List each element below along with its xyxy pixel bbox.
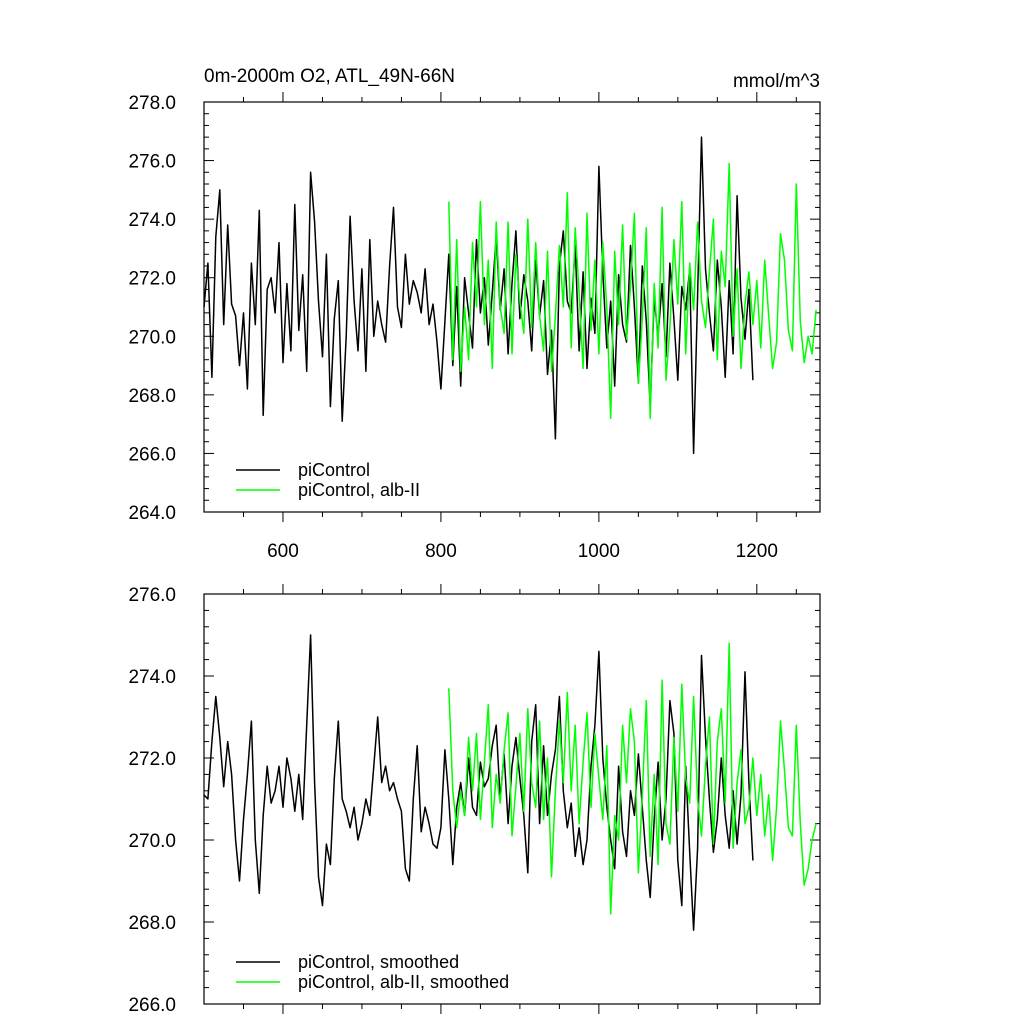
legend-label-alb-ii-smoothed: piControl, alb-II, smoothed xyxy=(298,972,509,992)
series-line-0 xyxy=(203,136,754,455)
y-tick-label: 264.0 xyxy=(128,503,176,524)
units-label: mmol/m^3 xyxy=(733,71,820,92)
y-tick-label: 266.0 xyxy=(128,995,176,1016)
legend-label-picontrol-smoothed: piControl, smoothed xyxy=(298,952,459,972)
x-tick-label: 800 xyxy=(425,541,457,562)
top-plot-frame xyxy=(203,101,821,513)
y-tick-label: 272.0 xyxy=(128,749,176,770)
bottom-panel: 266.0 268.0 270.0 272.0 274.0 276.0 piControl… xyxy=(128,584,821,1016)
y-tick-label: 268.0 xyxy=(128,913,176,934)
y-tick-label: 272.0 xyxy=(128,269,176,290)
y-tick-label: 268.0 xyxy=(128,386,176,407)
legend-label-picontrol: piControl xyxy=(298,460,370,480)
y-tick-label: 270.0 xyxy=(128,327,176,348)
panel-title: 0m-2000m O2, ATL_49N-66N xyxy=(204,66,455,87)
x-tick-label: 1200 xyxy=(736,541,778,562)
series-line-1 xyxy=(448,642,817,915)
top-panel: 0m-2000m O2, ATL_49N-66N mmol/m^3 264.02… xyxy=(128,66,821,562)
y-tick-label: 274.0 xyxy=(128,210,176,231)
bottom-legend: piControl, smoothed piControl, alb-II, s… xyxy=(236,952,509,992)
top-plot-area: 264.0 266.0 268.0 270.0 272.0 274.0 276.0 278.0… xyxy=(128,92,820,562)
top-legend: piControl piControl, alb-II xyxy=(236,460,420,500)
y-tick-label: 270.0 xyxy=(128,831,176,852)
y-tick-label: 274.0 xyxy=(128,667,176,688)
legend-label-alb-ii: piControl, alb-II xyxy=(298,480,420,500)
y-tick-label: 278.0 xyxy=(128,93,176,114)
y-tick-label: 276.0 xyxy=(128,585,176,606)
x-tick-label: 600 xyxy=(267,541,299,562)
series-line-1 xyxy=(448,162,817,420)
x-tick-label: 1000 xyxy=(578,541,620,562)
y-tick-label: 266.0 xyxy=(128,444,176,465)
bottom-plot-frame xyxy=(203,593,821,1005)
y-tick-label: 276.0 xyxy=(128,152,176,173)
bottom-plot-area: 266.0 268.0 270.0 272.0 274.0 276.0 xyxy=(128,584,820,1016)
